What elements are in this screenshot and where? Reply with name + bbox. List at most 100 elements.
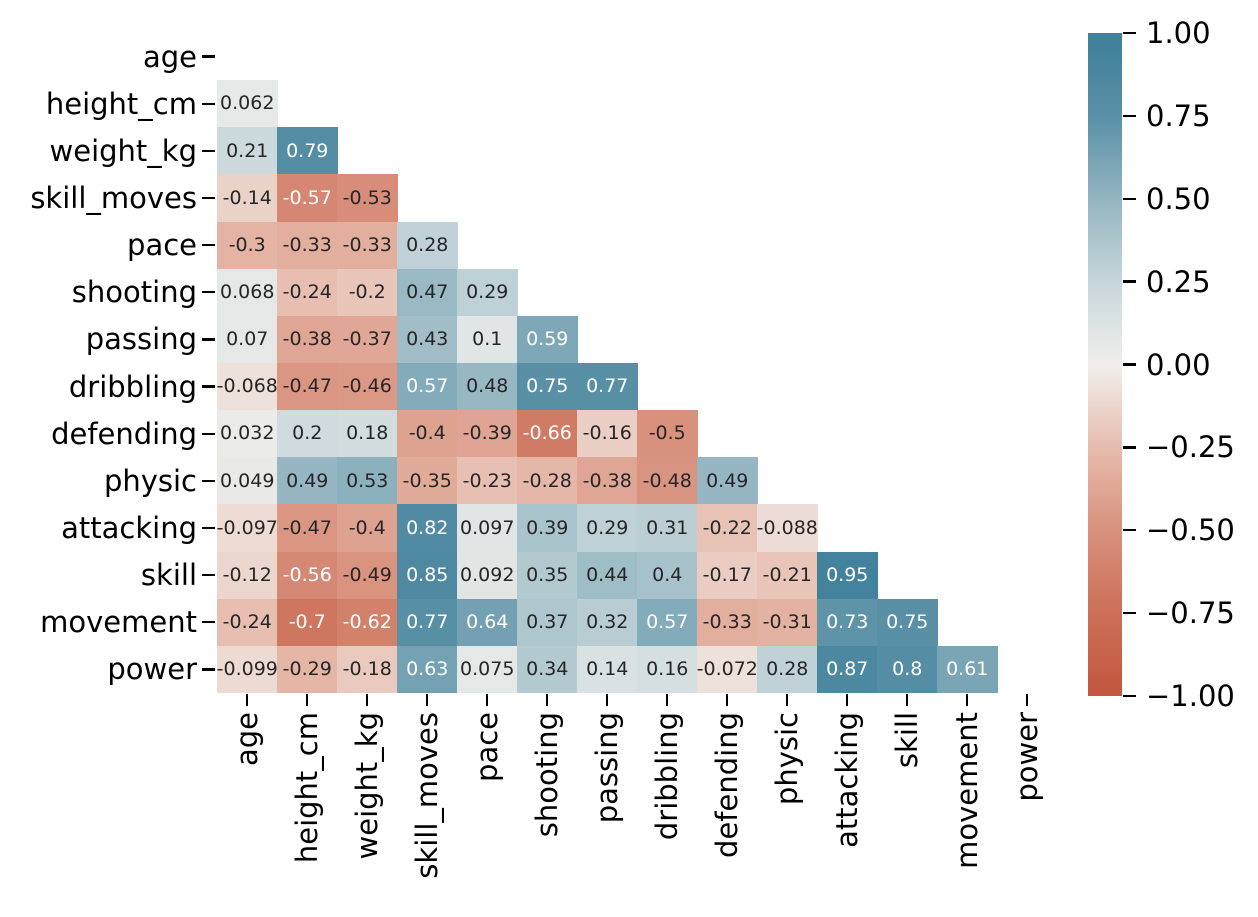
x-tick-mark [605,694,609,706]
heatmap-cell: -0.24 [217,598,278,647]
y-tick-label: shooting [71,275,197,310]
cell-value: -0.097 [216,516,278,539]
x-tick-label: passing [590,712,624,824]
cell-value: -0.46 [342,375,392,398]
cell-value: -0.072 [696,658,758,681]
x-tick-label: movement [950,712,984,869]
heatmap-cell: 0.85 [397,551,458,600]
heatmap-cell: 0.29 [457,268,518,317]
cell-value: -0.24 [222,611,272,634]
cell-value: -0.4 [348,516,386,539]
colorbar-tick-mark [1123,363,1136,366]
heatmap-cell: -0.068 [217,363,278,411]
y-tick-mark [202,196,215,200]
cell-value: 0.28 [766,658,809,681]
cell-value: 0.75 [526,375,569,398]
cell-value: -0.33 [342,233,392,256]
y-tick-label: height_cm [45,86,197,121]
colorbar-tick-mark [1123,31,1136,35]
heatmap-cell: 0.43 [397,315,458,364]
cell-value: 0.64 [466,611,509,634]
heatmap-cell: 0.59 [517,315,578,364]
y-tick-mark [202,479,215,483]
cell-value: -0.3 [228,233,266,256]
cell-value: -0.14 [222,186,272,209]
heatmap-cell: -0.33 [337,221,398,270]
heatmap-cell: -0.62 [337,598,398,647]
y-tick-mark [202,385,215,388]
heatmap-cell: 0.75 [877,598,938,647]
heatmap-cell: 0.2 [277,410,338,458]
heatmap-cell: 0.49 [277,457,338,505]
x-tick-mark [365,694,369,706]
y-tick-mark [202,526,215,530]
cell-value: 0.59 [526,328,569,351]
x-tick-label: physic [770,712,804,806]
cell-value: -0.35 [402,469,452,492]
heatmap-cell: 0.77 [577,363,638,411]
y-tick-mark [202,338,215,341]
cell-value: -0.49 [342,563,392,586]
y-tick-label: movement [40,605,197,640]
colorbar-tick-label: −0.75 [1146,596,1235,631]
cell-value: -0.33 [282,233,332,256]
heatmap-cell: -0.31 [757,598,818,647]
heatmap-cell: 0.75 [517,363,578,411]
cell-value: -0.62 [342,611,392,634]
x-tick-label: power [1010,712,1044,802]
heatmap-cell: 0.47 [397,268,458,317]
heatmap-cell: 0.1 [457,315,518,364]
cell-value: 0.61 [946,658,989,681]
heatmap-cell: 0.16 [637,645,698,694]
cell-value: -0.39 [462,422,512,445]
cell-value: -0.31 [762,611,812,634]
y-tick-mark [202,243,215,247]
y-tick-mark [202,149,215,153]
heatmap-cell: -0.47 [277,363,338,411]
cell-value: 0.75 [886,611,929,634]
x-tick-mark [845,694,849,706]
heatmap-cell: -0.14 [217,174,278,223]
cell-value: 0.85 [406,563,449,586]
y-tick-mark [202,573,215,577]
y-tick-label: skill [140,558,197,593]
colorbar [1088,33,1122,696]
x-tick-mark [305,694,309,706]
x-tick-label: dribbling [650,712,684,841]
heatmap-cell: -0.2 [337,268,398,317]
cell-value: 0.73 [826,611,869,634]
colorbar-tick-mark [1123,114,1136,118]
cell-value: -0.29 [282,658,332,681]
heatmap-cell: -0.3 [217,221,278,270]
heatmap-cell: -0.24 [277,268,338,317]
cell-value: 0.53 [346,469,389,492]
heatmap-cell: 0.57 [637,598,698,647]
heatmap-cell: -0.37 [337,315,398,364]
cell-value: -0.56 [282,563,332,586]
x-tick-mark [905,694,909,706]
cell-value: 0.87 [826,658,869,681]
cell-value: -0.28 [522,469,572,492]
x-tick-label: weight_kg [350,712,384,860]
heatmap-cell: 0.049 [217,457,278,505]
cell-value: -0.23 [462,469,512,492]
heatmap-cell: 0.63 [397,645,458,694]
x-tick-mark [425,694,429,706]
cell-value: 0.16 [646,658,689,681]
heatmap-cell: -0.53 [337,174,398,223]
cell-value: -0.57 [282,186,332,209]
heatmap-cell: -0.33 [697,598,758,647]
cell-value: -0.38 [282,328,332,351]
heatmap-cell: 0.097 [457,504,518,553]
heatmap-cell: 0.21 [217,127,278,175]
heatmap-cell: -0.39 [457,410,518,458]
cell-value: 0.47 [406,281,449,304]
heatmap-cell: 0.44 [577,551,638,600]
heatmap-cell: -0.16 [577,410,638,458]
cell-value: 0.2 [292,422,323,445]
x-tick-label: skill [890,712,924,769]
cell-value: 0.092 [460,563,515,586]
heatmap-cell: -0.29 [277,645,338,694]
cell-value: 0.77 [406,611,449,634]
heatmap-cell: -0.12 [217,551,278,600]
